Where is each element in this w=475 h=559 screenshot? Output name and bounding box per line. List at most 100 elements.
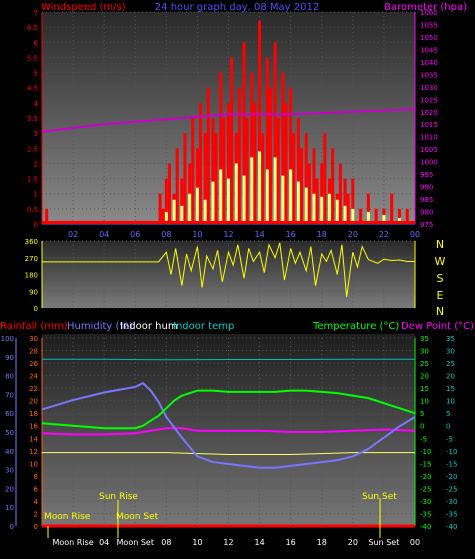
rain-y-tick: 26 [29, 360, 38, 368]
gust-bar [219, 72, 223, 224]
temp-x-tick: 00 [410, 538, 420, 547]
dew-y-tick: -5 [446, 435, 453, 443]
baro-y-tick: 990 [420, 184, 433, 192]
avg-bar [219, 169, 223, 224]
avg-bar [343, 205, 347, 224]
baro-y-tick: 1020 [420, 109, 438, 117]
humidity-y-tick: 90 [5, 354, 14, 362]
gust-bar [175, 148, 179, 224]
humidity-y-tick: 30 [5, 467, 14, 475]
direction-y-tick: 0 [34, 305, 38, 313]
gust-bar [265, 57, 269, 224]
dew-y-tick: -15 [446, 460, 457, 468]
temp-y-tick: 0 [420, 423, 424, 431]
temp-x-tick: 08 [161, 538, 171, 547]
dew-y-tick: 25 [446, 360, 455, 368]
temp-y-tick: 35 [420, 335, 429, 343]
temp-x-event: Moon Set [117, 538, 154, 547]
gust-bar [237, 87, 241, 224]
gust-bar [366, 193, 370, 224]
wind-y-tick: 5.5 [27, 54, 38, 62]
gust-bar [183, 133, 187, 224]
wind-subtitle: 24 hour graph day, 08 May 2012 [155, 2, 319, 13]
wind-y-tick: 5 [34, 70, 38, 78]
gust-bar [268, 87, 272, 224]
avg-bar [242, 175, 246, 224]
wind-x-tick: 04 [99, 230, 109, 239]
gust-bar [374, 208, 378, 224]
dew-y-tick: 15 [446, 385, 455, 393]
compass-labels: N W S E N [435, 238, 446, 318]
avg-bar [211, 181, 215, 224]
wind-baseline [42, 221, 415, 224]
rain-y-tick: 22 [29, 385, 38, 393]
wind-y-tick: 0 [34, 221, 38, 229]
avg-bar [164, 211, 168, 224]
humidity-y-tick: 20 [5, 485, 14, 493]
wind-y-tick: 2.5 [27, 145, 38, 153]
sun-set-label-top: Sun Set [362, 492, 397, 502]
wind-y-tick: 1 [34, 191, 38, 199]
rain-y-tick: 10 [29, 460, 38, 468]
rain-y-tick: 8 [34, 473, 38, 481]
humidity-y-tick: 50 [5, 429, 14, 437]
temp-chart: -40 -40 -35 -35 -30 -30 -25 -25 -20 -20 -15 -15 -10 -… [1, 335, 458, 547]
temp-x-tick: 10 [192, 538, 202, 547]
avg-bar [258, 151, 262, 224]
avg-bar [335, 199, 339, 224]
direction-y-tick: 90 [29, 288, 38, 296]
direction-chart: 0 90 180 270 360 [25, 238, 416, 313]
wind-y-tick: 2 [34, 160, 38, 168]
dew-point-line [41, 427, 416, 436]
wind-x-tick: 12 [223, 230, 233, 239]
rain-y-tick: 4 [34, 498, 39, 506]
dew-y-tick: 30 [446, 348, 455, 356]
wind-x-tick: 18 [317, 230, 327, 239]
avg-bar [312, 193, 316, 224]
baro-y-tick: 1035 [420, 71, 438, 79]
wind-y-tick: 3 [34, 130, 38, 138]
temp-y-tick: 5 [420, 410, 424, 418]
gust-bar [222, 118, 226, 224]
gust-bar [258, 21, 262, 225]
humidity-y-tick: 60 [5, 410, 14, 418]
wind-x-tick: 02 [68, 230, 78, 239]
avg-bar [234, 163, 238, 224]
gust-bar [261, 133, 265, 224]
rain-y-tick: 16 [29, 423, 38, 431]
avg-bar [195, 187, 199, 224]
temp-y-tick: -35 [420, 510, 431, 518]
baro-y-tick: 1010 [420, 134, 438, 142]
gust-bar [289, 87, 293, 224]
gust-bar [323, 133, 327, 224]
temp-y-tick: -5 [420, 435, 427, 443]
sun-rise-label: Sun Rise [99, 492, 138, 502]
wind-y-tick: 7 [34, 9, 38, 17]
baro-y-tick: 1045 [420, 46, 438, 54]
temp-y-tick: -20 [420, 473, 431, 481]
gust-bar [199, 102, 203, 224]
gust-bar [300, 148, 304, 224]
compass-w: W [435, 255, 446, 268]
indoor-temp-line [42, 358, 415, 361]
gust-bar [206, 87, 210, 224]
indoor-hum-line [42, 452, 415, 456]
baro-y-tick: 1060 [420, 9, 438, 17]
wind-x-tick: 22 [379, 230, 389, 239]
gust-bar [227, 102, 230, 224]
temp-y-tick: -40 [420, 523, 431, 531]
gust-bar [331, 148, 335, 224]
dew-y-tick: -10 [446, 448, 457, 456]
avg-bar [304, 187, 308, 224]
avg-bar [273, 157, 277, 224]
dew-y-tick: 5 [446, 410, 450, 418]
gust-bar [338, 163, 342, 224]
baro-y-tick: 1005 [420, 146, 438, 154]
gust-bar [164, 178, 168, 224]
rain-y-tick: 28 [29, 348, 38, 356]
rain-label: Rainfall (mm) [0, 321, 68, 332]
gust-bar [214, 133, 218, 224]
direction-y-tick: 360 [25, 238, 38, 246]
compass-e: E [437, 289, 444, 302]
baro-y-tick: 1015 [420, 121, 438, 129]
